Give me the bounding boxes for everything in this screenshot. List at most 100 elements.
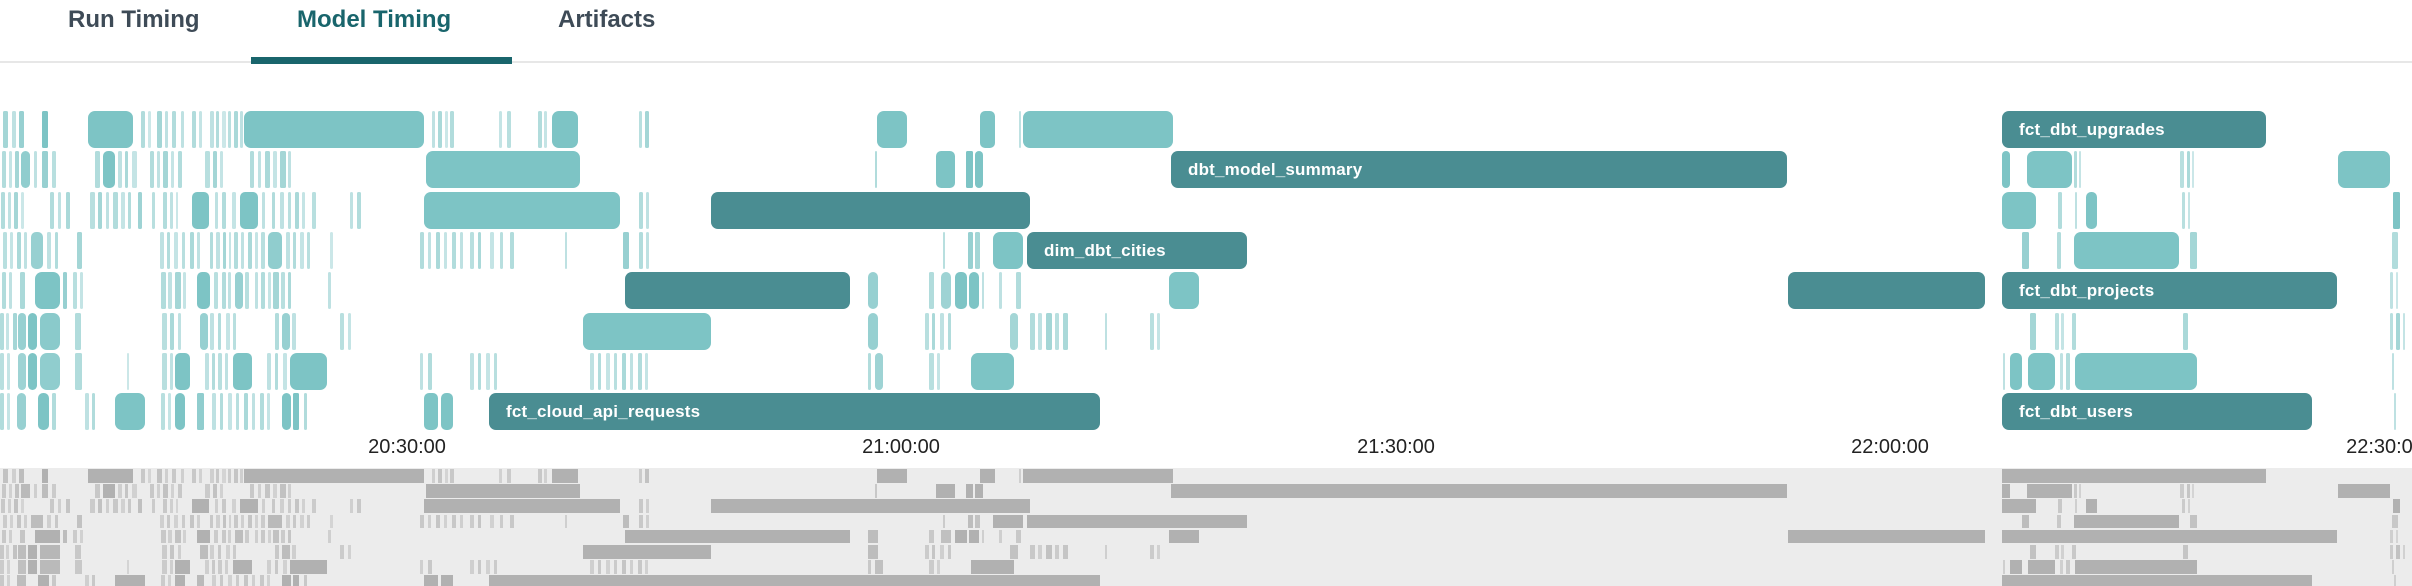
gantt-bar[interactable] bbox=[235, 272, 243, 310]
gantt-bar[interactable] bbox=[875, 151, 877, 189]
gantt-bar[interactable] bbox=[646, 231, 649, 269]
gantt-bar[interactable] bbox=[925, 312, 929, 350]
gantt-bar[interactable] bbox=[646, 191, 649, 229]
gantt-bar[interactable] bbox=[875, 352, 883, 390]
gantt-bar[interactable] bbox=[510, 231, 514, 269]
gantt-bar[interactable] bbox=[222, 191, 226, 229]
gantt-bar[interactable] bbox=[192, 191, 209, 229]
gantt-bar[interactable] bbox=[293, 393, 299, 431]
gantt-bar[interactable] bbox=[244, 393, 248, 431]
gantt-bar[interactable] bbox=[2392, 352, 2394, 390]
gantt-bar[interactable] bbox=[2061, 312, 2064, 350]
gantt-bar[interactable] bbox=[210, 111, 214, 148]
gantt-bar[interactable] bbox=[178, 312, 181, 350]
gantt-bar[interactable] bbox=[2, 272, 6, 310]
gantt-bar[interactable] bbox=[426, 151, 580, 189]
gantt-bar[interactable] bbox=[150, 151, 154, 189]
gantt-bar[interactable] bbox=[975, 151, 983, 189]
gantt-bar[interactable] bbox=[2390, 272, 2393, 310]
gantt-bar[interactable] bbox=[19, 111, 24, 148]
gantt-bar[interactable] bbox=[7, 352, 10, 390]
gantt-bar[interactable] bbox=[228, 111, 231, 148]
gantt-bar[interactable] bbox=[312, 191, 316, 229]
gantt-bar[interactable] bbox=[170, 312, 174, 350]
gantt-bar[interactable] bbox=[494, 352, 497, 390]
gantt-bar[interactable] bbox=[3, 231, 7, 269]
gantt-bar[interactable] bbox=[73, 272, 77, 310]
gantt-bar[interactable] bbox=[175, 352, 190, 390]
gantt-bar[interactable] bbox=[499, 111, 502, 148]
gantt-bar[interactable] bbox=[250, 151, 254, 189]
gantt-bar[interactable] bbox=[282, 393, 291, 431]
gantt-bar[interactable] bbox=[280, 191, 284, 229]
gantt-bar[interactable] bbox=[210, 312, 214, 350]
gantt-bar[interactable] bbox=[2393, 191, 2400, 229]
gantt-bar[interactable] bbox=[138, 191, 142, 229]
gantt-bar[interactable] bbox=[1105, 312, 1107, 350]
gantt-bar[interactable] bbox=[2403, 312, 2405, 350]
gantt-bar[interactable] bbox=[205, 151, 210, 189]
gantt-bar-fct_dbt_users[interactable]: fct_dbt_users bbox=[2002, 393, 2312, 431]
gantt-bar[interactable] bbox=[132, 151, 137, 189]
gantt-bar[interactable] bbox=[982, 272, 984, 310]
gantt-bar[interactable] bbox=[470, 352, 474, 390]
gantt-bar[interactable] bbox=[1, 191, 5, 229]
gantt-bar[interactable] bbox=[113, 191, 118, 229]
gantt-bar[interactable] bbox=[205, 352, 209, 390]
gantt-bar[interactable] bbox=[63, 272, 67, 310]
gantt-bar[interactable] bbox=[228, 393, 232, 431]
gantt-bar[interactable] bbox=[868, 272, 878, 310]
gantt-bar[interactable] bbox=[216, 111, 219, 148]
gantt-bar[interactable] bbox=[222, 272, 226, 310]
gantt-bar[interactable] bbox=[623, 231, 629, 269]
gantt-bar[interactable] bbox=[24, 231, 27, 269]
gantt-bar[interactable] bbox=[2396, 272, 2398, 310]
gantt-bar[interactable] bbox=[58, 191, 61, 229]
gantt-bar[interactable] bbox=[47, 231, 51, 269]
gantt-bar[interactable] bbox=[1030, 312, 1035, 350]
gantt-bar[interactable] bbox=[199, 111, 202, 148]
gantt-bar[interactable] bbox=[200, 312, 208, 350]
gantt-bar[interactable] bbox=[645, 352, 648, 390]
gantt-bar[interactable] bbox=[293, 231, 296, 269]
gantt-bar[interactable] bbox=[52, 393, 56, 431]
gantt-bar[interactable] bbox=[268, 272, 271, 310]
gantt-bar[interactable] bbox=[90, 191, 95, 229]
gantt-bar[interactable] bbox=[175, 393, 185, 431]
gantt-bar[interactable] bbox=[639, 231, 643, 269]
gantt-bar[interactable] bbox=[31, 231, 43, 269]
gantt-bar[interactable] bbox=[220, 393, 223, 431]
gantt-bar[interactable] bbox=[55, 231, 58, 269]
gantt-bar[interactable] bbox=[428, 352, 432, 390]
gantt-bar[interactable] bbox=[941, 272, 951, 310]
gantt-bar[interactable] bbox=[2003, 352, 2005, 390]
gantt-bar[interactable] bbox=[282, 312, 290, 350]
gantt-bar[interactable] bbox=[350, 191, 353, 229]
gantt-bar[interactable] bbox=[490, 231, 494, 269]
gantt-bar[interactable] bbox=[283, 352, 287, 390]
gantt-bar[interactable] bbox=[932, 312, 935, 350]
gantt-bar[interactable] bbox=[190, 231, 194, 269]
gantt-bar[interactable] bbox=[258, 151, 261, 189]
gantt-bar[interactable] bbox=[213, 151, 217, 189]
gantt-bar[interactable] bbox=[1019, 111, 1021, 148]
gantt-bar[interactable] bbox=[21, 151, 30, 189]
gantt-bar[interactable] bbox=[2392, 231, 2398, 269]
gantt-bar[interactable] bbox=[302, 191, 305, 229]
gantt-bar[interactable] bbox=[868, 352, 871, 390]
gantt-bar[interactable] bbox=[192, 111, 196, 148]
gantt-bar[interactable] bbox=[218, 352, 222, 390]
gantt-bar[interactable] bbox=[197, 272, 210, 310]
gantt-bar[interactable] bbox=[2027, 151, 2072, 189]
gantt-bar[interactable] bbox=[265, 151, 270, 189]
gantt-bar[interactable] bbox=[2079, 151, 2081, 189]
gantt-bar[interactable] bbox=[2002, 151, 2010, 189]
gantt-bar[interactable] bbox=[162, 312, 167, 350]
gantt-bar[interactable] bbox=[163, 191, 167, 229]
gantt-bar[interactable] bbox=[348, 312, 351, 350]
gantt-bar[interactable] bbox=[639, 191, 643, 229]
gantt-bar[interactable] bbox=[275, 352, 278, 390]
gantt-bar[interactable] bbox=[12, 111, 16, 148]
gantt-bar[interactable] bbox=[0, 393, 4, 431]
gantt-bar[interactable] bbox=[157, 111, 162, 148]
